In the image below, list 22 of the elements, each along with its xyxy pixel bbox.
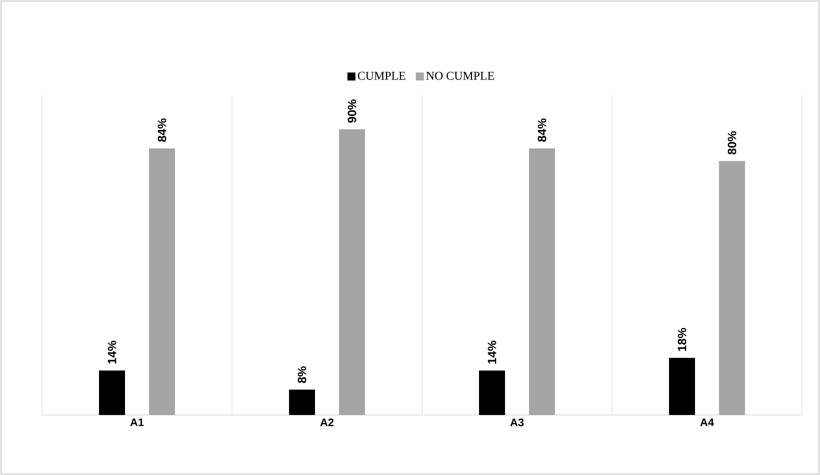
legend-label: NO CUMPLE xyxy=(426,72,494,80)
bar xyxy=(479,370,506,415)
data-label: 90% xyxy=(348,99,356,123)
data-label: 80% xyxy=(728,131,736,154)
bar xyxy=(99,370,126,415)
x-tick-label: A1 xyxy=(130,418,144,426)
data-label: 14% xyxy=(488,340,496,364)
legend-label: CUMPLE xyxy=(358,72,406,80)
bar xyxy=(339,129,366,415)
x-tick-label: A2 xyxy=(320,418,334,426)
x-tick-label: A4 xyxy=(700,418,714,426)
data-label: 84% xyxy=(158,118,166,142)
bar xyxy=(149,148,176,415)
x-tick-label: A3 xyxy=(510,418,524,426)
bar xyxy=(529,148,556,415)
bar xyxy=(719,161,746,415)
bar xyxy=(669,358,696,415)
data-label: 14% xyxy=(108,340,116,364)
data-label: 18% xyxy=(678,328,686,351)
data-label: 8% xyxy=(298,366,306,384)
data-label: 84% xyxy=(538,118,546,142)
bar xyxy=(289,390,316,415)
